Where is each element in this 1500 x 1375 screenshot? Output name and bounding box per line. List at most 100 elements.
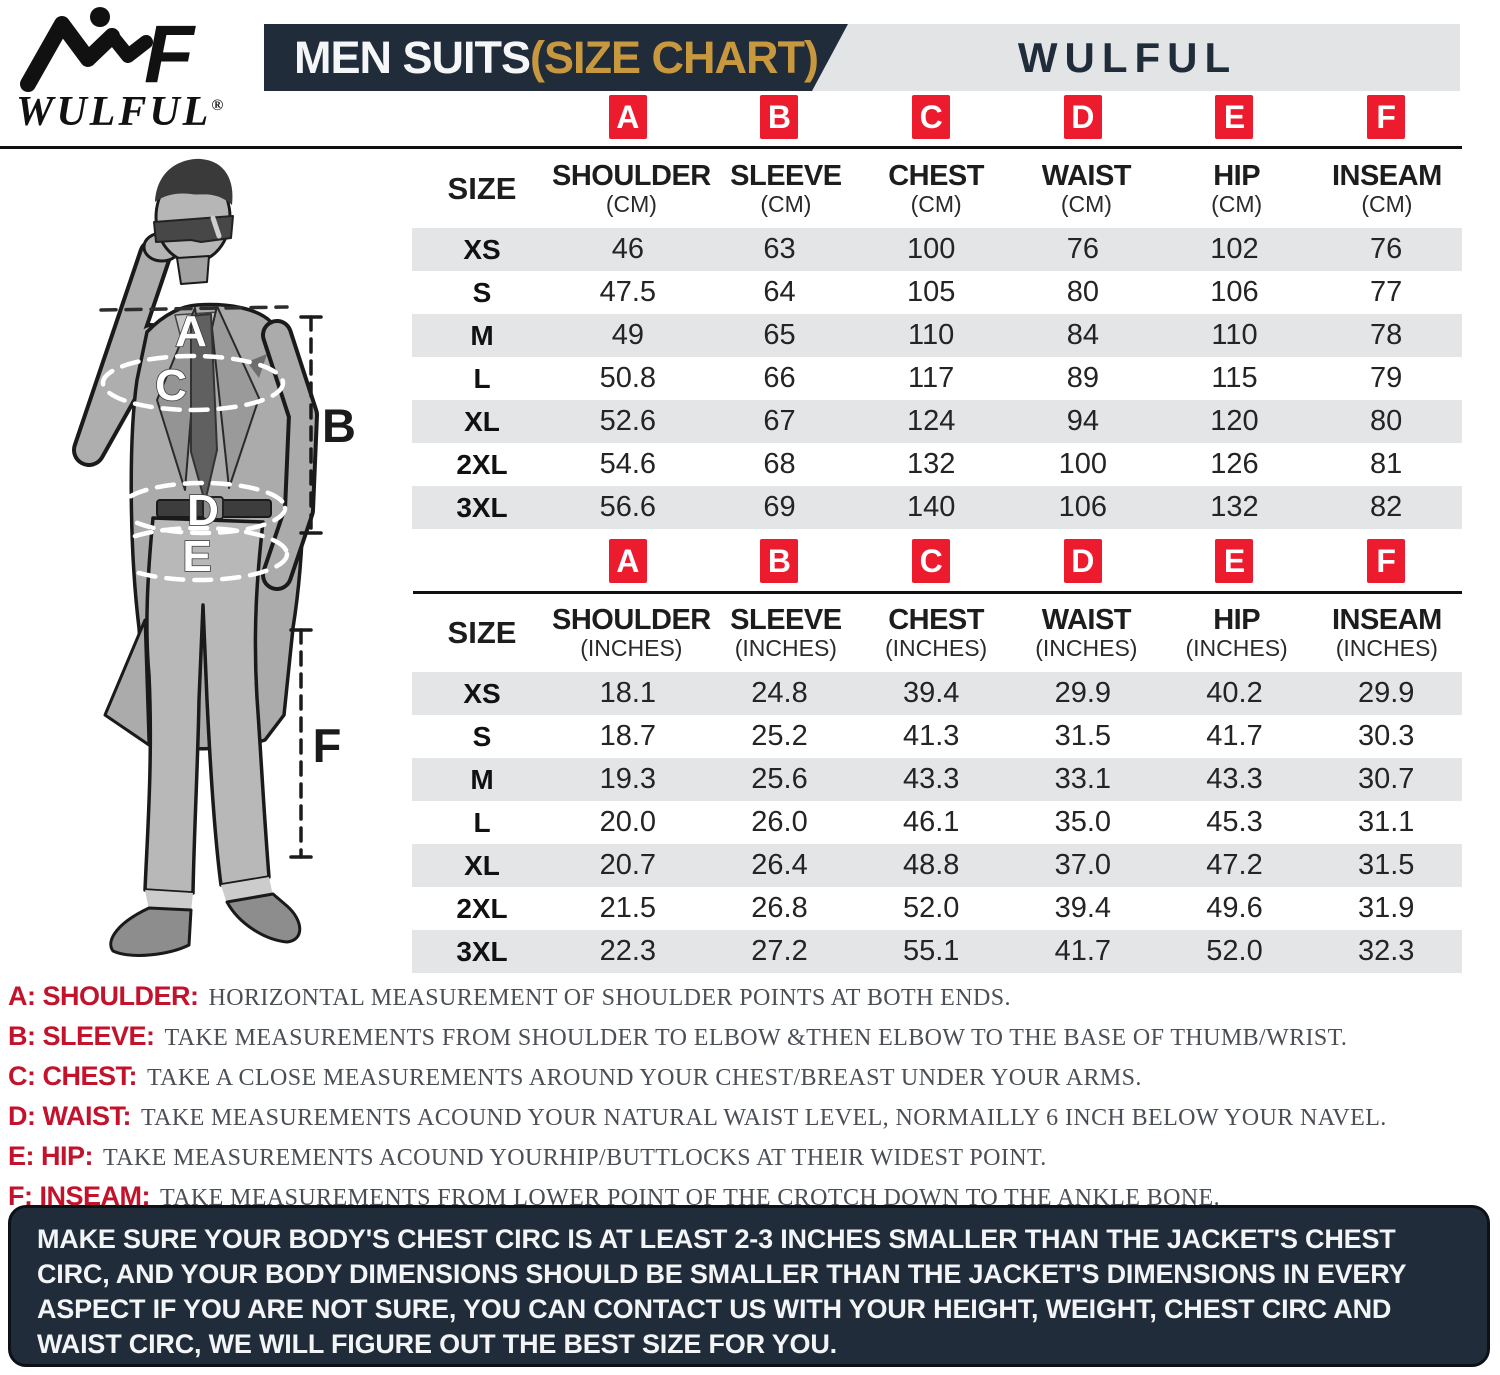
column-name: WAIST <box>1041 159 1132 192</box>
measurement-note: A: SHOULDER: HORIZONTAL MEASUREMENT OF SH… <box>8 983 1498 1014</box>
brand-wordmark: WULFUL® <box>16 89 224 135</box>
badge-cell: C <box>855 538 1007 584</box>
value-cell: 89 <box>1066 362 1099 394</box>
measure-letter-badge: D <box>1063 95 1102 139</box>
value-cell: 52.0 <box>1206 935 1263 967</box>
value-cell: 49 <box>611 319 644 351</box>
column-header: INSEAM (INCHES) <box>1312 594 1462 672</box>
value-cell: 40.2 <box>1206 677 1263 709</box>
value-cell: 132 <box>906 448 956 480</box>
value-cell: 106 <box>1058 491 1108 523</box>
value-cell: 105 <box>906 276 956 308</box>
column-header: SHOULDER (CM) <box>552 150 711 228</box>
note-text: TAKE MEASUREMENTS ACOUND YOURHIP/BUTTLOC… <box>103 1145 1047 1171</box>
note-label: C: CHEST: <box>8 1061 138 1091</box>
column-unit: (CM) <box>605 191 657 218</box>
column-unit: (INCHES) <box>1335 635 1438 662</box>
size-table-cm: SIZE SHOULDER (CM) SLEEVE (CM) CHEST (CM) WAIST… <box>412 150 1462 529</box>
column-unit: (INCHES) <box>1185 635 1288 662</box>
svg-text:F: F <box>144 9 196 96</box>
column-name: INSEAM <box>1331 159 1442 192</box>
badge-cell: A <box>552 94 704 140</box>
value-cell: 18.7 <box>599 720 657 752</box>
value-cell: 30.3 <box>1357 720 1415 752</box>
column-name: SLEEVE <box>730 159 842 192</box>
size-cell: S <box>472 276 492 308</box>
value-cell: 100 <box>1058 448 1108 480</box>
value-cell: 32.3 <box>1357 935 1415 967</box>
value-cell: 47.5 <box>599 276 657 308</box>
value-cell: 18.1 <box>599 677 657 709</box>
measurement-note: C: CHEST: TAKE A CLOSE MEASUREMENTS AROUN… <box>8 1063 1498 1094</box>
size-cell: 2XL <box>456 892 508 924</box>
size-cell: 3XL <box>456 935 508 967</box>
value-cell: 30.7 <box>1357 763 1415 795</box>
column-header: CHEST (INCHES) <box>861 594 1011 672</box>
measure-letter-badge: B <box>760 539 799 583</box>
column-header: HIP (INCHES) <box>1161 594 1311 672</box>
column-header: SLEEVE (CM) <box>711 150 861 228</box>
value-cell: 25.6 <box>751 763 808 795</box>
column-header: WAIST (INCHES) <box>1011 594 1161 672</box>
page-title: MEN SUITS(SIZE CHART) <box>293 31 818 83</box>
value-cell: 81 <box>1370 448 1403 480</box>
note-text: HORIZONTAL MEASUREMENT OF SHOULDER POINT… <box>208 985 1011 1011</box>
measure-letter-badge: B <box>760 95 799 139</box>
header-brand-strip: WULFUL <box>795 24 1460 91</box>
note-text: TAKE A CLOSE MEASUREMENTS AROUND YOUR CH… <box>147 1065 1142 1091</box>
note-label: B: SLEEVE: <box>8 1021 155 1051</box>
value-cell: 43.3 <box>902 763 960 795</box>
value-cell: 82 <box>1370 491 1403 523</box>
table-row: 2XL 54.6 68 132 100 126 81 <box>412 443 1462 486</box>
column-name: SHOULDER <box>552 159 711 192</box>
column-name: CHEST <box>888 603 984 636</box>
value-cell: 110 <box>908 319 955 351</box>
column-name: INSEAM <box>1331 603 1442 636</box>
table-row: M 49 65 110 84 110 78 <box>412 314 1462 357</box>
figure-label-c: C <box>155 361 187 410</box>
badge-row-cm: A B C D E F <box>412 94 1462 140</box>
measure-letter-badge: F <box>1367 95 1406 139</box>
value-cell: 76 <box>1066 233 1099 265</box>
brand-logo-icon: F <box>20 7 196 96</box>
value-cell: 41.7 <box>1206 720 1263 752</box>
size-cell: L <box>473 362 491 394</box>
measurement-note: E: HIP: TAKE MEASUREMENTS ACOUND YOURHIP/… <box>8 1143 1498 1174</box>
column-name: SHOULDER <box>552 603 711 636</box>
value-cell: 63 <box>763 233 796 265</box>
column-name: HIP <box>1213 603 1261 636</box>
column-name: SLEEVE <box>730 603 842 636</box>
table-row: XL 52.6 67 124 94 120 80 <box>412 400 1462 443</box>
note-text: TAKE MEASUREMENTS ACOUND YOUR NATURAL WA… <box>141 1105 1387 1131</box>
column-unit: (CM) <box>760 191 812 218</box>
value-cell: 126 <box>1210 448 1259 480</box>
value-cell: 132 <box>1210 491 1259 523</box>
size-cell: L <box>473 806 491 838</box>
value-cell: 27.2 <box>751 935 808 967</box>
measure-letter-badge: E <box>1215 95 1254 139</box>
value-cell: 26.8 <box>751 892 808 924</box>
value-cell: 55.1 <box>902 935 960 967</box>
value-cell: 46 <box>611 233 644 265</box>
column-unit: (INCHES) <box>884 635 988 662</box>
size-cell: M <box>470 763 494 795</box>
column-unit: (CM) <box>910 191 962 218</box>
badge-spacer <box>412 538 552 584</box>
badge-cell: F <box>1310 538 1462 584</box>
value-cell: 37.0 <box>1054 849 1112 881</box>
column-unit: (INCHES) <box>1035 635 1138 662</box>
value-cell: 35.0 <box>1054 806 1112 838</box>
badge-row-inches: A B C D E F <box>412 538 1462 584</box>
column-header: SHOULDER (INCHES) <box>552 594 711 672</box>
table-row: 2XL 21.5 26.8 52.0 39.4 49.6 31.9 <box>412 887 1462 930</box>
value-cell: 20.0 <box>599 806 657 838</box>
column-name: WAIST <box>1041 603 1132 636</box>
page-title-paren: (SIZE CHART) <box>530 31 818 83</box>
column-header: WAIST (CM) <box>1011 150 1161 228</box>
value-cell: 80 <box>1370 405 1403 437</box>
size-cell: XS <box>463 233 501 265</box>
value-cell: 24.8 <box>751 677 808 709</box>
badge-cell: E <box>1159 94 1311 140</box>
value-cell: 100 <box>906 233 956 265</box>
value-cell: 110 <box>1211 319 1258 351</box>
